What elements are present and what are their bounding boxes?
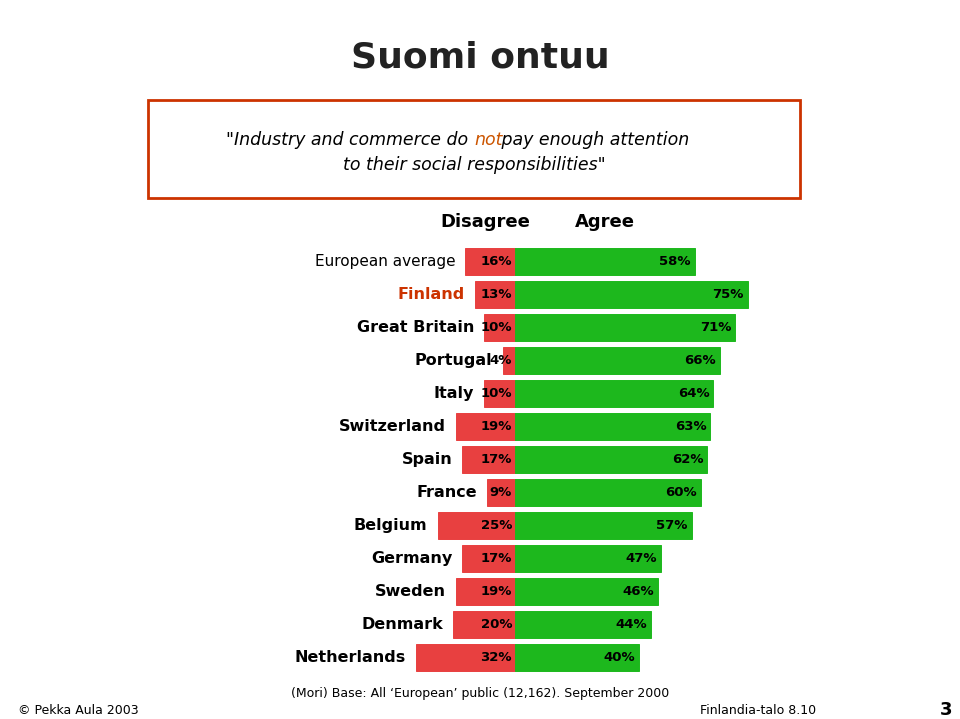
Text: 60%: 60% bbox=[665, 486, 697, 499]
Text: 4%: 4% bbox=[490, 354, 512, 367]
Text: 64%: 64% bbox=[678, 387, 709, 400]
Text: 62%: 62% bbox=[672, 453, 703, 466]
Bar bbox=[515, 644, 639, 671]
Text: Italy: Italy bbox=[434, 386, 474, 401]
Text: (Mori) Base: All ‘European’ public (12,162). September 2000: (Mori) Base: All ‘European’ public (12,1… bbox=[291, 687, 669, 700]
Text: 44%: 44% bbox=[615, 618, 647, 631]
Text: pay enough attention: pay enough attention bbox=[496, 131, 689, 149]
Bar bbox=[515, 248, 695, 275]
Text: 32%: 32% bbox=[481, 651, 512, 664]
Text: 19%: 19% bbox=[481, 585, 512, 598]
Text: Germany: Germany bbox=[372, 551, 452, 566]
Text: 19%: 19% bbox=[481, 420, 512, 433]
Text: 40%: 40% bbox=[604, 651, 635, 664]
Bar bbox=[515, 314, 735, 341]
Text: Suomi ontuu: Suomi ontuu bbox=[350, 41, 610, 75]
Bar bbox=[515, 446, 708, 473]
Text: Finland: Finland bbox=[397, 287, 465, 302]
Bar bbox=[463, 446, 515, 473]
Text: Belgium: Belgium bbox=[354, 518, 427, 533]
Text: Great Britain: Great Britain bbox=[356, 320, 474, 335]
Text: 63%: 63% bbox=[675, 420, 707, 433]
Text: 66%: 66% bbox=[684, 354, 715, 367]
Text: 10%: 10% bbox=[481, 387, 512, 400]
Text: 58%: 58% bbox=[660, 255, 691, 268]
Text: 25%: 25% bbox=[481, 519, 512, 532]
Bar bbox=[463, 545, 515, 572]
Text: Denmark: Denmark bbox=[361, 617, 443, 632]
Text: Netherlands: Netherlands bbox=[295, 650, 406, 665]
Bar bbox=[515, 347, 720, 374]
Text: not: not bbox=[474, 131, 502, 149]
Bar bbox=[466, 248, 515, 275]
Bar bbox=[416, 644, 515, 671]
Text: Portugal: Portugal bbox=[415, 353, 492, 368]
Text: 17%: 17% bbox=[481, 552, 512, 565]
Bar bbox=[515, 545, 660, 572]
Text: 10%: 10% bbox=[481, 321, 512, 334]
Bar bbox=[515, 413, 710, 440]
Text: 47%: 47% bbox=[625, 552, 657, 565]
Bar bbox=[515, 611, 652, 638]
Bar bbox=[515, 479, 701, 506]
Text: Switzerland: Switzerland bbox=[339, 419, 446, 434]
Bar bbox=[487, 479, 515, 506]
Text: 16%: 16% bbox=[481, 255, 512, 268]
Text: Sweden: Sweden bbox=[375, 584, 446, 599]
Text: to their social responsibilities": to their social responsibilities" bbox=[343, 156, 606, 174]
Text: France: France bbox=[417, 485, 477, 500]
Bar bbox=[515, 281, 748, 308]
Text: "Industry and commerce do: "Industry and commerce do bbox=[227, 131, 474, 149]
Bar bbox=[503, 347, 515, 374]
Bar bbox=[515, 512, 692, 539]
Bar bbox=[456, 578, 515, 605]
Bar bbox=[484, 314, 515, 341]
Bar bbox=[484, 380, 515, 407]
Text: © Pekka Aula 2003: © Pekka Aula 2003 bbox=[18, 703, 138, 717]
Text: European average: European average bbox=[315, 254, 455, 269]
Text: 20%: 20% bbox=[481, 618, 512, 631]
Text: 9%: 9% bbox=[490, 486, 512, 499]
Text: 46%: 46% bbox=[622, 585, 654, 598]
Text: 71%: 71% bbox=[700, 321, 732, 334]
Bar bbox=[453, 611, 515, 638]
Text: 3: 3 bbox=[940, 701, 952, 719]
Text: 17%: 17% bbox=[481, 453, 512, 466]
Text: Finlandia-talo 8.10: Finlandia-talo 8.10 bbox=[700, 703, 816, 717]
Text: Disagree: Disagree bbox=[440, 213, 530, 231]
Text: 75%: 75% bbox=[712, 288, 743, 301]
Bar bbox=[515, 578, 658, 605]
Text: Spain: Spain bbox=[401, 452, 452, 467]
Bar bbox=[456, 413, 515, 440]
Bar bbox=[438, 512, 515, 539]
Bar bbox=[148, 100, 800, 198]
Text: Agree: Agree bbox=[575, 213, 635, 231]
Bar bbox=[474, 281, 515, 308]
Text: 13%: 13% bbox=[481, 288, 512, 301]
Bar bbox=[515, 380, 713, 407]
Text: 57%: 57% bbox=[657, 519, 687, 532]
